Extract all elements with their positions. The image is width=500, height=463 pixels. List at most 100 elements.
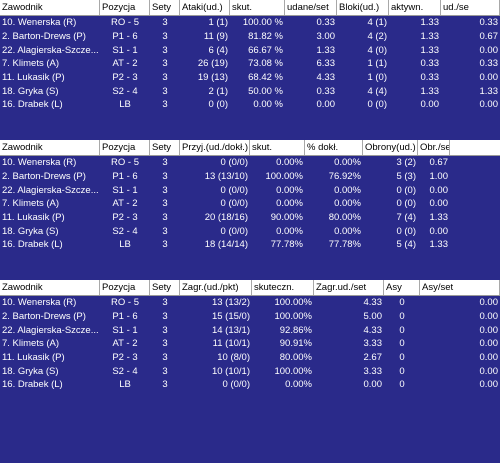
cell-sety: 3 [162, 379, 168, 391]
cell-zagr-ud-pkt: 0 (0/0) [222, 379, 250, 391]
cell-zawodnik: 22. Alagierska-Szcze... [2, 324, 99, 336]
cell-zawodnik: 2. Barton-Drews (P) [2, 311, 86, 323]
table-row[interactable]: 22. Alagierska-Szcze... S1 - 1 3 0 (0/0) 0.0… [0, 183, 500, 197]
table-row[interactable]: 16. Drabek (L) LB 3 0 (0/0) 0.00% 0.00 0 0.00 [0, 378, 500, 392]
table-row[interactable]: 18. Gryka (S) S2 - 4 3 0 (0/0) 0.00% 0.00% 0 (… [0, 224, 500, 238]
table-row[interactable]: 11. Lukasik (P) P2 - 3 3 20 (18/16) 90.00% 80… [0, 211, 500, 225]
column-header-sety[interactable]: Sety [150, 140, 180, 155]
cell-skuteczn: 92.86% [279, 324, 312, 336]
column-header-skut[interactable]: skut. [230, 0, 285, 15]
table-row[interactable]: 22. Alagierska-Szcze... S1 - 1 3 6 (4) 66.67… [0, 43, 500, 57]
cell-obr-se: 0.67 [429, 157, 449, 169]
table-row[interactable]: 7. Klimets (A) AT - 2 3 11 (10/1) 90.91% 3.33… [0, 337, 500, 351]
cell-skut: 50.00 % [248, 85, 283, 97]
cell-skuteczn: 80.00% [279, 352, 312, 364]
column-header-row: Zawodnik Pozycja Sety Zagr.(ud./pkt) skutecz… [0, 280, 500, 296]
column-header-ud-se[interactable]: ud./se [441, 0, 500, 15]
cell-pozycja: P2 - 3 [112, 72, 138, 84]
column-header-sety[interactable]: Sety [150, 0, 180, 15]
cell-skut: 0.00 % [253, 99, 283, 111]
table-row[interactable]: 18. Gryka (S) S2 - 4 3 2 (1) 50.00 % 0.33 4 (4… [0, 84, 500, 98]
cell-zagr-ud-set: 2.67 [363, 352, 383, 364]
cell-zawodnik: 10. Wenerska (R) [2, 297, 77, 309]
cell-zagr-ud-pkt: 11 (10/1) [212, 338, 250, 350]
table-row[interactable]: 10. Wenerska (R) RO - 5 3 0 (0/0) 0.00% 0.00%… [0, 156, 500, 170]
cell-zagr-ud-set: 3.33 [363, 365, 383, 377]
column-header-zagr-ud-pkt[interactable]: Zagr.(ud./pkt) [180, 280, 252, 295]
cell-zawodnik: 7. Klimets (A) [2, 58, 60, 70]
cell-dok: 76.92% [328, 171, 361, 183]
table-row[interactable]: 16. Drabek (L) LB 3 0 (0) 0.00 % 0.00 0 (0) 0.0… [0, 98, 500, 112]
column-header-zawodnik[interactable]: Zawodnik [0, 0, 100, 15]
table-row[interactable]: 7. Klimets (A) AT - 2 3 0 (0/0) 0.00% 0.00% 0 … [0, 197, 500, 211]
cell-zagr-ud-pkt: 13 (13/2) [211, 297, 250, 309]
cell-skut: 90.00% [270, 212, 303, 224]
cell-zawodnik: 18. Gryka (S) [2, 365, 59, 377]
cell-zagr-ud-pkt: 10 (10/1) [211, 365, 250, 377]
column-header-row: Zawodnik Pozycja Sety Ataki(ud.) skut. udane/… [0, 0, 500, 16]
column-header-pozycja[interactable]: Pozycja [100, 0, 150, 15]
cell-skut: 73.08 % [248, 58, 283, 70]
cell-aktywn: 1.33 [420, 31, 440, 43]
cell-dok: 0.00% [334, 184, 361, 196]
cell-zagr-ud-set: 3.33 [363, 338, 383, 350]
column-header-sety[interactable]: Sety [150, 280, 180, 295]
cell-obr-se: 1.33 [429, 239, 449, 251]
column-header-ataki-ud[interactable]: Ataki(ud.) [180, 0, 230, 15]
cell-skut: 0.00% [276, 198, 303, 210]
table-row[interactable]: 16. Drabek (L) LB 3 18 (14/14) 77.78% 77.78% 5… [0, 238, 500, 252]
table-row[interactable]: 10. Wenerska (R) RO - 5 3 13 (13/2) 100.00% 4… [0, 296, 500, 310]
table-row[interactable]: 7. Klimets (A) AT - 2 3 26 (19) 73.08 % 6.33 1… [0, 57, 500, 71]
cell-pozycja: S1 - 1 [112, 44, 138, 56]
cell-pozycja: P1 - 6 [112, 171, 138, 183]
table-row[interactable]: 2. Barton-Drews (P) P1 - 6 3 11 (9) 81.82 % 3… [0, 30, 500, 44]
cell-ataki-ud: 19 (13) [197, 72, 228, 84]
cell-asy: 0 [399, 379, 405, 391]
cell-sety: 3 [162, 44, 168, 56]
column-header-pozycja[interactable]: Pozycja [100, 140, 150, 155]
cell-skuteczn: 100.00% [274, 365, 312, 377]
cell-zagr-ud-pkt: 10 (8/0) [217, 352, 250, 364]
cell-zagr-ud-set: 4.33 [363, 297, 383, 309]
cell-dok: 77.78% [328, 239, 361, 251]
cell-bloki-ud: 4 (0) [367, 44, 387, 56]
column-header-dok[interactable]: % dokł. [305, 140, 363, 155]
cell-skut: 0.00% [276, 157, 303, 169]
column-header-skuteczn[interactable]: skuteczn. [252, 280, 314, 295]
cell-pozycja: S2 - 4 [112, 85, 138, 97]
cell-pozycja: RO - 5 [111, 17, 139, 29]
table-row[interactable]: 10. Wenerska (R) RO - 5 3 1 (1) 100.00 % 0.33… [0, 16, 500, 30]
column-header-asy-set[interactable]: Asy/set [420, 280, 500, 295]
column-header-asy[interactable]: Asy [384, 280, 420, 295]
table-row[interactable]: 18. Gryka (S) S2 - 4 3 10 (10/1) 100.00% 3.33… [0, 364, 500, 378]
table-row[interactable]: 11. Lukasik (P) P2 - 3 3 10 (8/0) 80.00% 2.67… [0, 351, 500, 365]
cell-pozycja: S1 - 1 [112, 184, 138, 196]
table-row[interactable]: 2. Barton-Drews (P) P1 - 6 3 15 (15/0) 100.0… [0, 310, 500, 324]
cell-zawodnik: 18. Gryka (S) [2, 225, 59, 237]
column-header-obr-se[interactable]: Obr./se [420, 140, 450, 155]
column-header-pozycja[interactable]: Pozycja [100, 280, 150, 295]
cell-pozycja: RO - 5 [111, 157, 139, 169]
cell-bloki-ud: 1 (1) [367, 58, 387, 70]
column-header-aktywn[interactable]: aktywn. [389, 0, 441, 15]
column-header-udane-set[interactable]: udane/set [285, 0, 337, 15]
cell-zawodnik: 22. Alagierska-Szcze... [2, 184, 99, 196]
table-row[interactable]: 22. Alagierska-Szcze... S1 - 1 3 14 (13/1) 9… [0, 323, 500, 337]
cell-bloki-ud: 4 (2) [367, 31, 387, 43]
cell-zagr-ud-pkt: 14 (13/1) [211, 324, 250, 336]
column-header-zawodnik[interactable]: Zawodnik [0, 140, 100, 155]
cell-skut: 0.00% [276, 184, 303, 196]
cell-zagr-ud-set: 0.00 [363, 379, 383, 391]
table-row[interactable]: 2. Barton-Drews (P) P1 - 6 3 13 (13/10) 100.… [0, 170, 500, 184]
column-header-obrony-ud[interactable]: Obrony(ud.) [363, 140, 418, 155]
cell-przyj-ud-dok: 0 (0/0) [220, 157, 248, 169]
cell-asy-set: 0.00 [479, 379, 499, 391]
cell-obr-se: 1.33 [429, 212, 449, 224]
table-row[interactable]: 11. Lukasik (P) P2 - 3 3 19 (13) 68.42 % 4.33… [0, 71, 500, 85]
column-header-bloki-ud[interactable]: Bloki(ud.) [337, 0, 389, 15]
column-header-przyj-ud-dok[interactable]: Przyj.(ud./dokł.) [182, 140, 250, 155]
column-header-zagr-ud-set[interactable]: Zagr.ud./set [314, 280, 384, 295]
cell-pozycja: AT - 2 [112, 58, 138, 70]
column-header-skut[interactable]: skut. [250, 140, 305, 155]
column-header-zawodnik[interactable]: Zawodnik [0, 280, 100, 295]
